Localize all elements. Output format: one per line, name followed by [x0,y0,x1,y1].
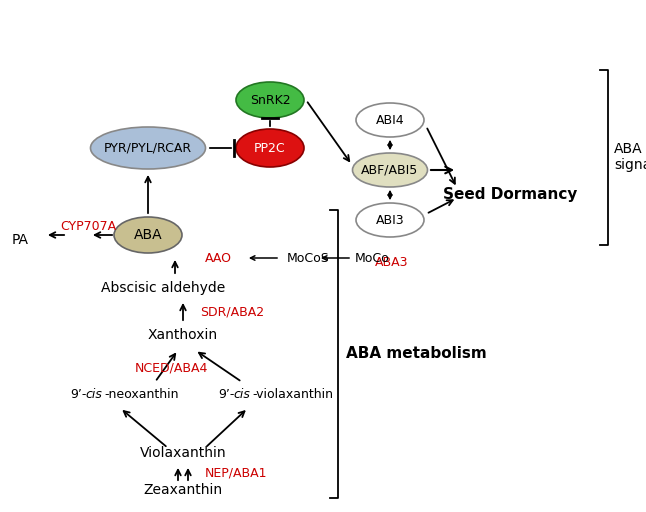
Text: SnRK2: SnRK2 [250,94,290,106]
Text: ABA: ABA [134,228,162,242]
Text: PP2C: PP2C [254,141,286,155]
Text: ABA
signaling: ABA signaling [614,142,646,172]
Text: MoCoS: MoCoS [287,251,329,265]
Ellipse shape [236,129,304,167]
Ellipse shape [356,203,424,237]
Text: NCED/ABA4: NCED/ABA4 [135,361,209,374]
Text: Seed Dormancy: Seed Dormancy [443,187,577,203]
Text: ABA metabolism: ABA metabolism [346,347,486,361]
Text: Abscisic aldehyde: Abscisic aldehyde [101,281,225,295]
Text: NEP/ABA1: NEP/ABA1 [205,466,267,480]
Text: PYR/PYL/RCAR: PYR/PYL/RCAR [104,141,192,155]
Text: Xanthoxin: Xanthoxin [148,328,218,342]
Text: 9’-: 9’- [70,389,87,401]
Text: ABA3: ABA3 [375,257,408,269]
Text: Violaxanthin: Violaxanthin [140,446,226,460]
Text: CYP707A: CYP707A [60,221,116,233]
Ellipse shape [356,103,424,137]
Text: cis: cis [233,389,250,401]
Text: SDR/ABA2: SDR/ABA2 [200,306,264,318]
Text: ABI4: ABI4 [376,114,404,126]
Text: 9’-: 9’- [218,389,234,401]
Text: Zeaxanthin: Zeaxanthin [143,483,223,497]
Text: -neoxanthin: -neoxanthin [104,389,178,401]
Ellipse shape [353,153,428,187]
Ellipse shape [236,82,304,118]
Text: PA: PA [12,233,28,247]
Text: ABF/ABI5: ABF/ABI5 [361,163,419,177]
Text: AAO: AAO [205,251,232,265]
Text: MoCo: MoCo [355,251,390,265]
Ellipse shape [114,217,182,253]
Ellipse shape [90,127,205,169]
Text: -violaxanthin: -violaxanthin [252,389,333,401]
Text: cis: cis [85,389,102,401]
Text: ABI3: ABI3 [376,214,404,226]
